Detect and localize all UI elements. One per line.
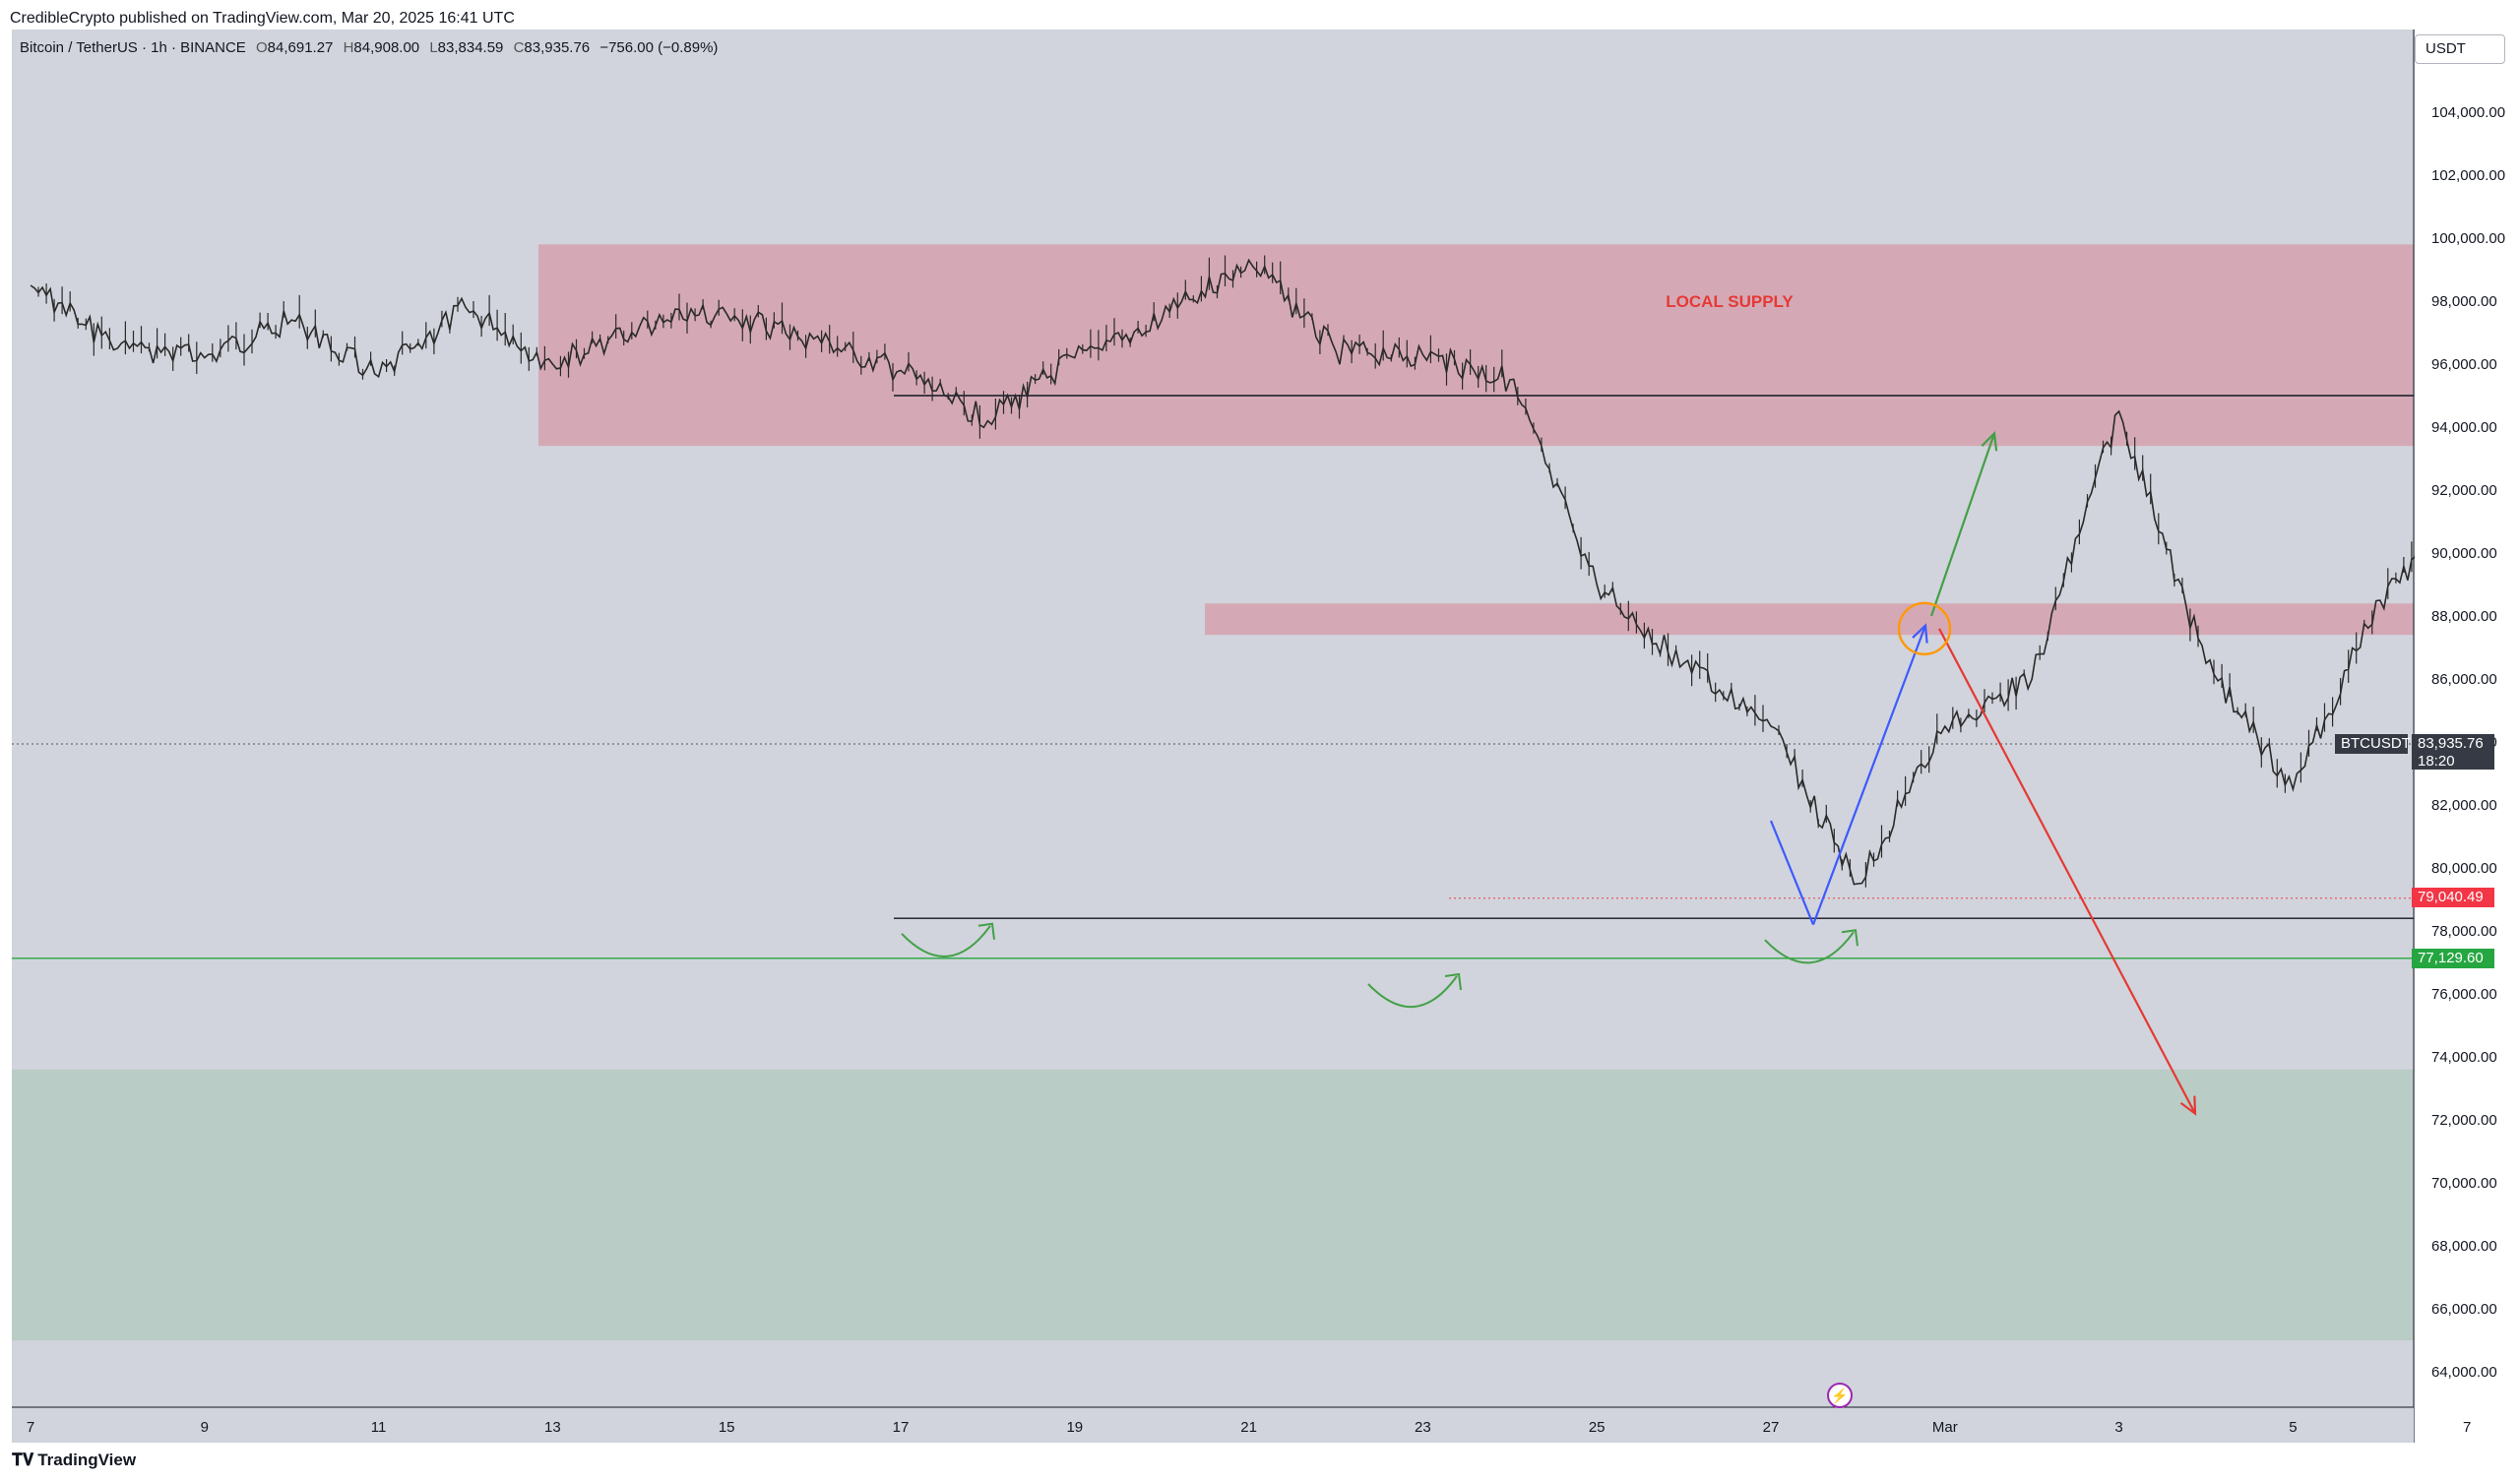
close-label: C: [513, 39, 525, 56]
price-chart[interactable]: 104,000.00 102,000.00 100,000.00 98,000.00 9…: [12, 30, 2508, 1443]
time-tick-label: 23: [1415, 1419, 1431, 1436]
price-line: [30, 258, 2508, 886]
high-label: H: [343, 39, 354, 56]
price-tick-label: 86,000.00: [2431, 671, 2497, 688]
open-value: 84,691.27: [267, 39, 334, 56]
price-tick-label: 96,000.00: [2431, 356, 2497, 373]
time-tick-label: 3: [2114, 1419, 2122, 1436]
minor-supply-zone: [1205, 603, 2414, 636]
blue-path-up: [1811, 625, 1927, 925]
time-tick-label: 17: [893, 1419, 910, 1436]
demand-zone: [12, 1069, 2414, 1340]
bounce-arrow-3: [1764, 931, 1855, 964]
breakout-circle: [1897, 601, 1952, 655]
bounce-arrow-2-head: [1444, 972, 1462, 991]
green-arrow: [1929, 433, 1996, 617]
time-tick-label: 5: [2289, 1419, 2297, 1436]
time-tick-label: 27: [1763, 1419, 1780, 1436]
red-level-tag: 79,040.49: [2412, 888, 2494, 907]
local-supply-zone: [538, 244, 2414, 447]
price-tick-label: 76,000.00: [2431, 986, 2497, 1003]
time-tick-label: 21: [1240, 1419, 1257, 1436]
bounce-arrow-1-head: [977, 922, 995, 940]
low-label: L: [429, 39, 438, 56]
price-tick-label: 100,000.00: [2431, 230, 2505, 247]
time-tick-label: 19: [1066, 1419, 1083, 1436]
brand-name: TradingView: [37, 1451, 137, 1469]
countdown: 18:20: [2418, 753, 2455, 770]
blue-path-down: [1769, 820, 1815, 926]
currency-button[interactable]: USDT: [2415, 34, 2505, 64]
high-value: 84,908.00: [353, 39, 420, 56]
current-price-tag: 83,935.76 18:20: [2412, 734, 2494, 770]
time-tick-label: 7: [27, 1419, 34, 1436]
time-tick-label: 13: [544, 1419, 561, 1436]
red-arrow: [1938, 628, 2196, 1115]
price-tick-label: 104,000.00: [2431, 104, 2505, 121]
levels-layer: [12, 395, 2414, 959]
price-tick-label: 68,000.00: [2431, 1238, 2497, 1255]
time-tick-label: 11: [371, 1419, 387, 1436]
time-tick-label: 25: [1589, 1419, 1606, 1436]
price-tick-label: 90,000.00: [2431, 545, 2497, 562]
zones-layer: [12, 244, 2414, 1340]
blue-path-up-head: [1912, 623, 1928, 644]
price-tick-label: 88,000.00: [2431, 608, 2497, 625]
red-level-value: 79,040.49: [2418, 889, 2484, 905]
current-price: 83,935.76: [2418, 735, 2484, 752]
red-arrow-head: [2179, 1095, 2197, 1116]
open-label: O: [255, 39, 268, 56]
time-tick-label: 9: [201, 1419, 209, 1436]
price-tick-label: 78,000.00: [2431, 923, 2497, 940]
tradingview-logo[interactable]: 𝐓𝐕 TradingView: [12, 1451, 136, 1470]
green-level-tag: 77,129.60: [2412, 949, 2494, 968]
current-symbol: BTCUSDT: [2341, 735, 2411, 752]
bounce-arrow-3-head: [1841, 929, 1858, 947]
time-tick-label: 15: [719, 1419, 735, 1436]
price-tick-label: 82,000.00: [2431, 797, 2497, 814]
green-level-value: 77,129.60: [2418, 950, 2484, 966]
price-tick-label: 102,000.00: [2431, 167, 2505, 184]
local-supply-label: LOCAL SUPPLY: [1666, 292, 1794, 311]
price-tick-label: 94,000.00: [2431, 419, 2497, 436]
green-arrow-head: [1981, 431, 1998, 452]
price-tick-label: 92,000.00: [2431, 482, 2497, 499]
publisher-line: CredibleCrypto published on TradingView.…: [10, 10, 515, 27]
price-tick-label: 64,000.00: [2431, 1364, 2497, 1381]
projection-layer: [901, 431, 2197, 1116]
low-value: 83,834.59: [437, 39, 504, 56]
price-tick-label: 80,000.00: [2431, 860, 2497, 877]
tradingview-logo-icon: 𝐓𝐕: [12, 1451, 34, 1469]
time-tick-label: 7: [2463, 1419, 2471, 1436]
price-tick-label: 74,000.00: [2431, 1049, 2497, 1066]
flash-icon[interactable]: ⚡: [1827, 1383, 1853, 1408]
price-tick-label: 72,000.00: [2431, 1112, 2497, 1129]
time-axis-bg: [12, 1407, 2414, 1443]
bounce-arrow-1: [901, 925, 991, 957]
price-tick-label: 70,000.00: [2431, 1175, 2497, 1192]
symbol-name: Bitcoin / TetherUS · 1h · BINANCE: [20, 39, 246, 56]
close-value: 83,935.76: [524, 39, 591, 56]
change-value: −756.00 (−0.89%): [599, 39, 719, 56]
footer: [0, 1443, 2520, 1482]
symbol-legend: Bitcoin / TetherUS · 1h · BINANCE O84,69…: [20, 39, 718, 56]
time-tick-label: Mar: [1932, 1419, 1958, 1436]
chart-area[interactable]: 104,000.00 102,000.00 100,000.00 98,000.00 9…: [12, 30, 2508, 1443]
current-symbol-tag: BTCUSDT: [2335, 734, 2411, 754]
price-tick-label: 98,000.00: [2431, 293, 2497, 310]
bounce-arrow-2: [1367, 975, 1458, 1008]
price-tick-label: 66,000.00: [2431, 1301, 2497, 1318]
